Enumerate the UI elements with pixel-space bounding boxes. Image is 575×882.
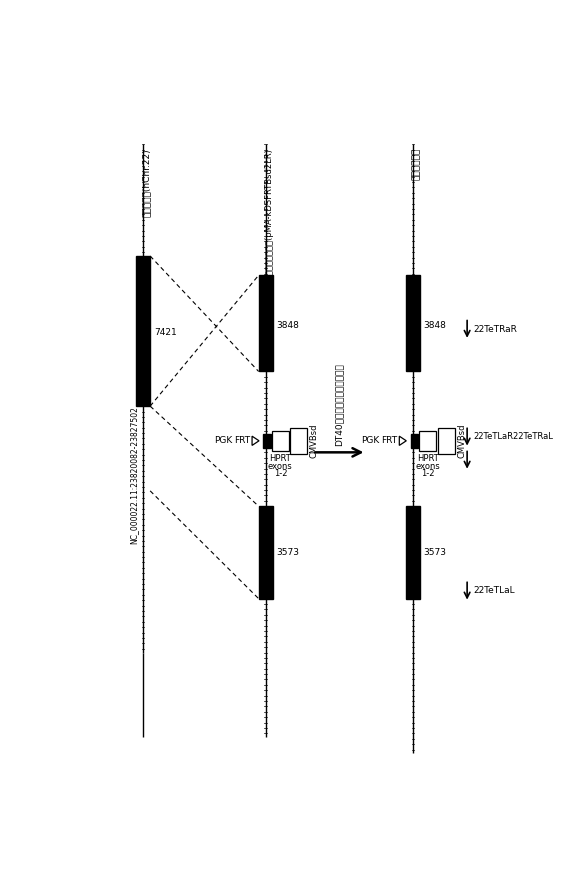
Bar [272,430,289,451]
Text: 3848: 3848 [277,321,300,330]
Text: FRT: FRT [235,437,251,445]
Text: 22TeTLaR22TeTRaL: 22TeTLaR22TeTRaL [473,432,553,441]
Bar [259,275,273,371]
Bar [263,434,271,448]
Text: HPRT: HPRT [270,454,291,463]
Text: DT40細胞における相同組換え: DT40細胞における相同組換え [335,363,344,446]
Text: 組換えアレル: 組換えアレル [412,148,420,181]
Bar [438,428,455,454]
Bar [136,256,150,406]
Text: 3573: 3573 [424,548,447,557]
Bar [290,428,308,454]
Text: 3573: 3573 [277,548,300,557]
Text: 1-2: 1-2 [274,469,287,478]
Text: 1-2: 1-2 [421,469,434,478]
Text: exons: exons [415,461,440,471]
Bar [406,506,420,599]
Text: PGK: PGK [361,437,380,445]
Text: FRT: FRT [382,437,398,445]
Text: NC_000022.11:23820082-23827502: NC_000022.11:23820082-23827502 [129,407,139,544]
Bar [419,430,436,451]
Bar [406,275,420,371]
Text: HPRT: HPRT [417,454,439,463]
Text: CMVBsd: CMVBsd [310,423,319,458]
Text: PGK: PGK [214,437,232,445]
Bar [259,506,273,599]
Text: 正常アレル(hChr.22): 正常アレル(hChr.22) [142,148,151,217]
Text: 3848: 3848 [424,321,447,330]
Text: exons: exons [268,461,293,471]
Bar [411,434,418,448]
Text: ターゲティングベクター(pMA-kDSFRTBsd2LR): ターゲティングベクター(pMA-kDSFRTBsd2LR) [264,148,273,294]
Text: 22TeTRaR: 22TeTRaR [473,325,517,333]
Text: 7421: 7421 [154,328,177,338]
Text: 22TeTLaL: 22TeTLaL [473,587,515,595]
Text: CMVBsd: CMVBsd [457,423,466,458]
